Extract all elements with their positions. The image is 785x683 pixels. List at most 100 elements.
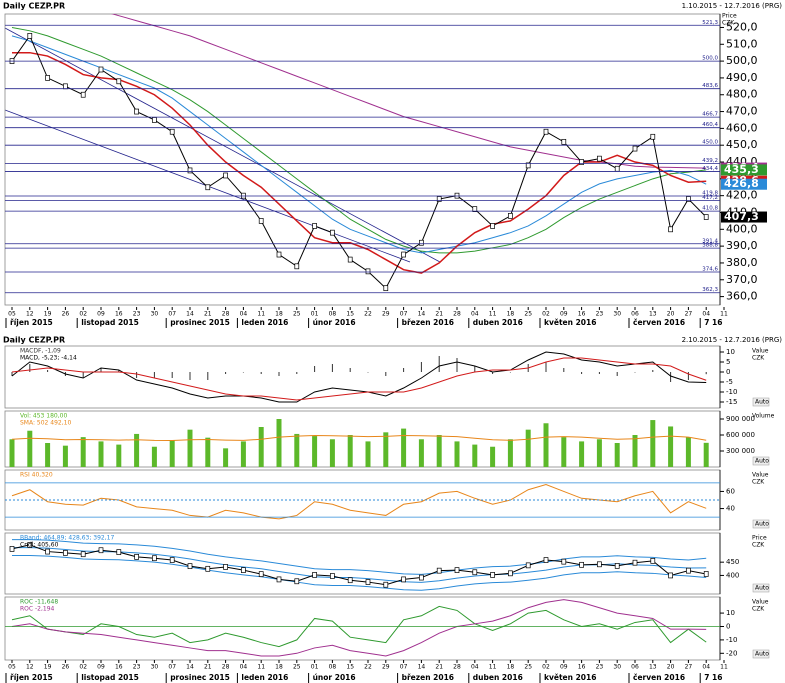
- series-line: [12, 539, 707, 575]
- legend-entry: ROC -11,648: [20, 599, 58, 606]
- x-tick-label: 18: [507, 311, 515, 318]
- y-tick-label: 400: [726, 571, 739, 579]
- x-tick-label: 02: [542, 311, 550, 318]
- bar: [474, 366, 476, 372]
- bar: [401, 428, 407, 467]
- candle: [650, 133, 656, 140]
- y-tick-label: 510,0: [726, 37, 758, 50]
- level-label: 450,0: [702, 140, 718, 146]
- x-tick-label: 07: [168, 664, 176, 671]
- bar: [80, 437, 86, 467]
- x-tick-label: 02: [79, 664, 87, 671]
- bar: [151, 446, 157, 467]
- x-tick-label: 30: [151, 311, 159, 318]
- series-line: [11, 34, 707, 289]
- month-label: květen 2016: [544, 318, 596, 327]
- bar: [525, 429, 531, 467]
- x-tick-label: 01: [311, 664, 319, 671]
- x-tick-label: 25: [293, 311, 301, 318]
- x-tick-label: 15: [346, 311, 354, 318]
- bar: [205, 437, 211, 467]
- candle: [686, 567, 691, 574]
- x-tick-label: 22: [364, 664, 372, 671]
- x-tick-label: 12: [26, 311, 34, 318]
- candle: [116, 78, 122, 85]
- bar: [47, 370, 49, 372]
- y-tick-label: 500,0: [726, 54, 758, 67]
- y-tick-label: 450: [726, 558, 739, 566]
- y-tick-label: 420,0: [726, 189, 758, 202]
- month-label: listopad 2015: [81, 318, 139, 327]
- level-label: 500,0: [702, 56, 718, 62]
- month-label: červen 2016: [633, 318, 685, 327]
- bar: [492, 372, 494, 374]
- auto-button: [752, 456, 770, 466]
- series-line: [12, 51, 707, 274]
- bar: [258, 427, 264, 467]
- x-tick-label: 16: [115, 664, 123, 671]
- candle: [330, 229, 335, 236]
- bar: [579, 441, 585, 467]
- x-tick-label: 12: [26, 664, 34, 671]
- bar: [29, 364, 31, 372]
- candle: [205, 565, 211, 572]
- bar: [561, 437, 567, 467]
- candle: [579, 159, 584, 165]
- x-tick-label: 18: [275, 664, 283, 671]
- plot-area: [11, 599, 707, 657]
- last-value-label: 407,3: [724, 210, 759, 223]
- candle: [454, 567, 460, 573]
- x-tick-label: 30: [151, 664, 159, 671]
- series-line: [11, 605, 707, 648]
- x-tick-label: 16: [578, 664, 586, 671]
- candle: [543, 557, 549, 563]
- bar: [9, 439, 15, 467]
- bar: [189, 372, 191, 380]
- candle: [294, 578, 300, 585]
- candle: [614, 563, 620, 569]
- auto-label: Auto: [755, 458, 769, 465]
- last-value-label: 426,8: [724, 177, 759, 190]
- month-label: únor 2016: [313, 673, 356, 682]
- x-tick-label: 23: [596, 311, 604, 318]
- bar: [507, 439, 513, 467]
- legend-entry: MACD, -5,23; -4,14: [20, 355, 77, 362]
- candle: [276, 576, 282, 583]
- y-tick-label: 520,0: [726, 20, 758, 33]
- bar: [454, 441, 460, 467]
- month-label: prosinec 2015: [170, 318, 230, 327]
- bar: [100, 368, 102, 372]
- month-label: říjen 2015: [10, 673, 53, 682]
- candle: [632, 559, 638, 566]
- bar: [650, 420, 656, 467]
- series-line: [11, 26, 707, 254]
- bar: [153, 372, 155, 378]
- x-tick-label: 14: [186, 311, 194, 318]
- bar: [438, 356, 440, 372]
- y-tick-label: 5: [726, 358, 730, 366]
- y-tick-label: 900 000: [726, 415, 755, 423]
- candle: [472, 569, 478, 576]
- bar: [118, 370, 120, 372]
- last-value-badge: [721, 178, 767, 190]
- x-tick-label: 28: [453, 311, 461, 318]
- x-tick-label: 25: [524, 664, 532, 671]
- candle: [383, 581, 389, 588]
- y-tick-label: 300 000: [726, 447, 755, 455]
- legend-entry: SMA: 502 492,10: [20, 420, 71, 427]
- bar: [349, 368, 351, 372]
- candle: [401, 251, 406, 258]
- bar: [634, 372, 636, 373]
- bar: [490, 446, 496, 467]
- level-label: 388,8: [702, 243, 718, 249]
- bar: [403, 368, 405, 372]
- x-tick-label: 07: [400, 311, 408, 318]
- x-tick-label: 19: [44, 664, 52, 671]
- y-tick-label: -20: [726, 649, 737, 657]
- y-tick-label: 480,0: [726, 88, 758, 101]
- x-tick-label: 06: [631, 664, 639, 671]
- level-label: 391,4: [702, 238, 718, 244]
- bar: [27, 430, 33, 467]
- candle: [152, 117, 157, 123]
- auto-label: Auto: [755, 521, 769, 528]
